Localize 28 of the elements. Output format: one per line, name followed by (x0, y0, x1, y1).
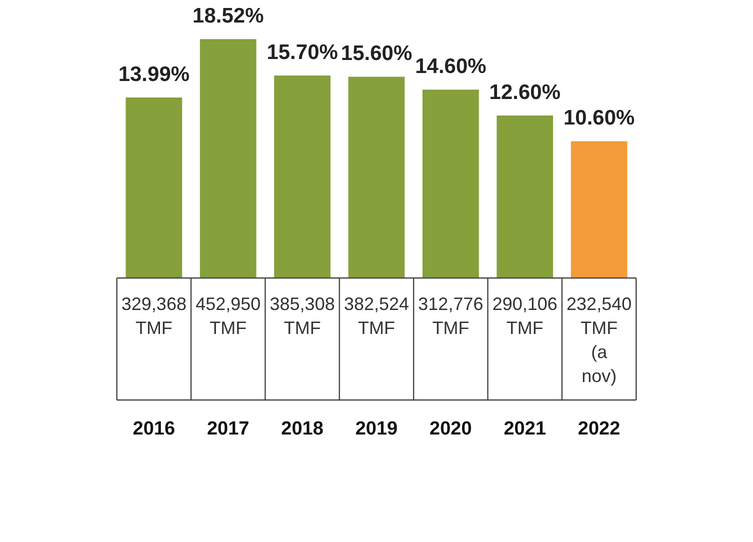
x-tick-label: 2017 (206, 418, 250, 440)
text: 382,524 TMF (344, 294, 410, 338)
data-label: 18.52% (192, 4, 264, 28)
bar (200, 39, 256, 278)
x-tick-label: 2020 (430, 418, 472, 440)
text: 290,106 TMF (492, 294, 558, 338)
text: 385,308 TMF (270, 294, 335, 338)
x-tick-label: 2019 (355, 418, 398, 440)
data-label: 12.60% (489, 80, 561, 104)
bar (274, 75, 331, 278)
bar (570, 141, 628, 278)
bar (126, 98, 182, 278)
data-label: 14.60% (415, 54, 487, 78)
x-tick-label: 2022 (578, 418, 620, 440)
x-tick-label: 2018 (281, 418, 324, 440)
data-label: 10.60% (563, 106, 636, 130)
data-label: 13.99% (118, 62, 190, 86)
text: 312,776 TMF (418, 294, 484, 338)
text: 232,540 TMF (a nov) (566, 294, 632, 386)
x-tick-label: 2016 (132, 418, 176, 440)
data-label: 15.60% (340, 42, 412, 66)
data-label: 15.70% (266, 40, 338, 64)
bar (496, 115, 554, 278)
bar (422, 90, 479, 278)
text: 329,368 TMF (121, 294, 186, 338)
text: 452,950 TMF (196, 294, 261, 338)
x-tick-label: 2021 (504, 418, 546, 440)
bar (348, 76, 405, 278)
